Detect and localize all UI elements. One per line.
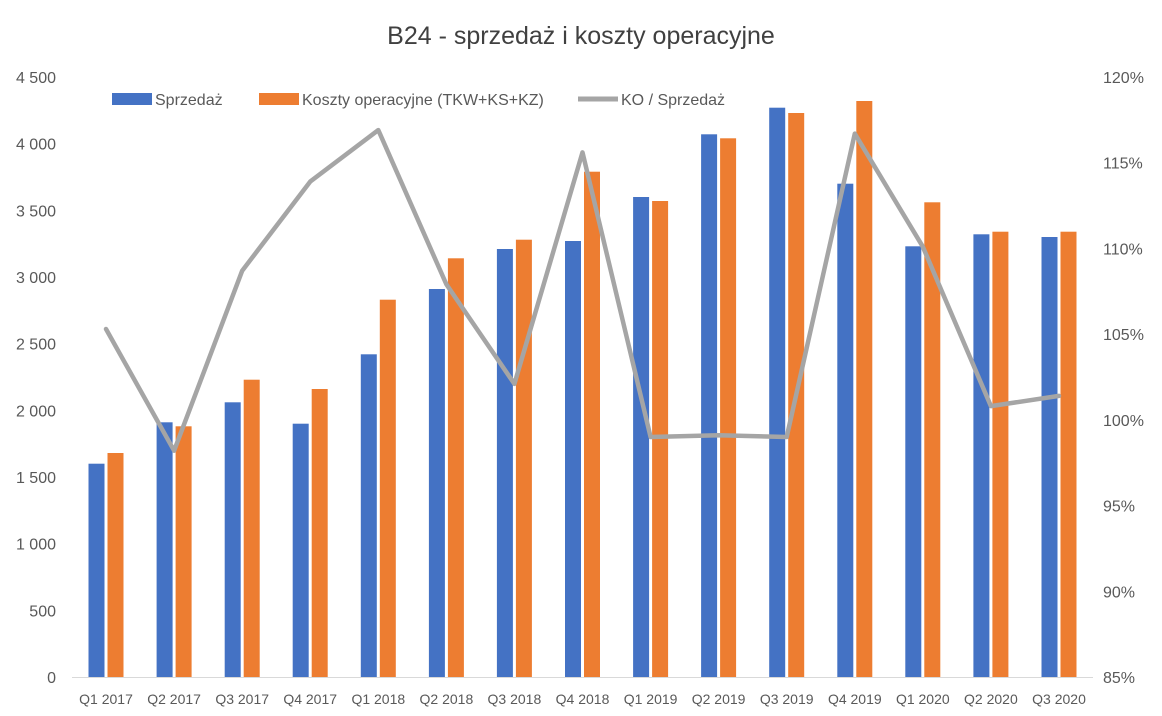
bar-koszty-2 xyxy=(243,379,260,677)
y-left-tick-label: 2 500 xyxy=(16,337,56,354)
x-tick-label: Q1 2018 xyxy=(351,691,405,707)
y-left-tick-label: 500 xyxy=(29,603,56,620)
x-tick-label: Q4 2018 xyxy=(556,691,610,707)
legend-label-1: Koszty operacyjne (TKW+KS+KZ) xyxy=(302,92,544,109)
bar-sprzedaz-3 xyxy=(292,423,309,677)
x-tick-label: Q1 2017 xyxy=(79,691,133,707)
x-tick-label: Q2 2017 xyxy=(147,691,201,707)
bar-koszty-13 xyxy=(992,231,1009,677)
y-right-tick-label: 95% xyxy=(1103,499,1135,516)
line-layer xyxy=(103,127,1062,453)
y-left-tick-label: 2 000 xyxy=(16,403,56,420)
bar-sprzedaz-11 xyxy=(837,183,854,677)
y-right-tick-label: 115% xyxy=(1103,156,1143,173)
y-left-tick-label: 0 xyxy=(47,670,56,687)
legend-label-0: Sprzedaż xyxy=(155,92,223,109)
y-left-tick-label: 3 500 xyxy=(16,203,56,220)
legend-swatch-0 xyxy=(112,93,152,105)
bar-koszty-4 xyxy=(379,299,396,677)
y-left-tick-label: 4 500 xyxy=(16,70,56,87)
axes-layer: Q1 2017 Q2 2017 Q3 2017 Q4 2017 Q1 2018 Q2 20… xyxy=(16,70,1144,707)
bar-koszty-14 xyxy=(1060,231,1077,677)
bar-koszty-5 xyxy=(447,258,464,677)
line-ko-sprzedaz xyxy=(103,127,1062,453)
x-tick-label: Q1 2020 xyxy=(896,691,950,707)
legend-swatch-1 xyxy=(259,93,299,105)
x-tick-label: Q4 2019 xyxy=(828,691,882,707)
x-tick-label: Q3 2018 xyxy=(488,691,542,707)
bar-sprzedaz-5 xyxy=(428,289,445,677)
bar-koszty-6 xyxy=(515,239,532,677)
bar-sprzedaz-10 xyxy=(769,107,786,677)
bar-koszty-11 xyxy=(856,101,873,677)
y-right-tick-label: 85% xyxy=(1103,670,1135,687)
y-right-tick-label: 90% xyxy=(1103,584,1135,601)
bar-sprzedaz-7 xyxy=(565,241,581,677)
bar-koszty-1 xyxy=(175,426,192,677)
y-left-tick-label: 4 000 xyxy=(16,137,56,154)
bar-koszty-12 xyxy=(924,202,941,678)
bar-sprzedaz-4 xyxy=(360,354,377,677)
x-tick-label: Q4 2017 xyxy=(283,691,337,707)
y-left-tick-label: 3 000 xyxy=(16,270,56,287)
bar-sprzedaz-6 xyxy=(496,249,513,677)
bar-sprzedaz-13 xyxy=(973,234,990,678)
y-left-tick-label: 1 000 xyxy=(16,537,56,554)
bar-sprzedaz-8 xyxy=(633,197,650,677)
legend-label-2: KO / Sprzedaż xyxy=(621,92,725,109)
y-right-tick-label: 110% xyxy=(1103,241,1143,258)
y-right-tick-label: 105% xyxy=(1103,327,1144,344)
y-right-tick-label: 120% xyxy=(1103,70,1144,87)
bar-sprzedaz-14 xyxy=(1041,237,1058,677)
x-tick-label: Q1 2019 xyxy=(624,691,678,707)
bar-layer xyxy=(88,101,1077,678)
bar-sprzedaz-2 xyxy=(224,402,241,677)
bar-sprzedaz-1 xyxy=(156,422,173,677)
bar-koszty-0 xyxy=(107,453,124,677)
y-right-tick-label: 100% xyxy=(1103,413,1144,430)
legend: Sprzedaż Koszty operacyjne (TKW+KS+KZ) KO … xyxy=(112,92,725,109)
bar-sprzedaz-0 xyxy=(88,463,105,677)
bar-sprzedaz-12 xyxy=(905,246,922,678)
bar-sprzedaz-9 xyxy=(701,134,718,678)
chart-title: B24 - sprzedaż i koszty operacyjne xyxy=(387,22,775,50)
x-tick-label: Q3 2020 xyxy=(1032,691,1086,707)
x-tick-label: Q3 2019 xyxy=(760,691,814,707)
y-left-tick-label: 1 500 xyxy=(16,470,56,487)
bar-koszty-3 xyxy=(311,389,328,677)
bar-koszty-7 xyxy=(584,171,600,677)
x-tick-label: Q2 2020 xyxy=(964,691,1018,707)
bar-koszty-9 xyxy=(720,138,737,678)
x-tick-label: Q2 2019 xyxy=(692,691,746,707)
x-tick-label: Q2 2018 xyxy=(420,691,474,707)
x-tick-label: Q3 2017 xyxy=(215,691,269,707)
